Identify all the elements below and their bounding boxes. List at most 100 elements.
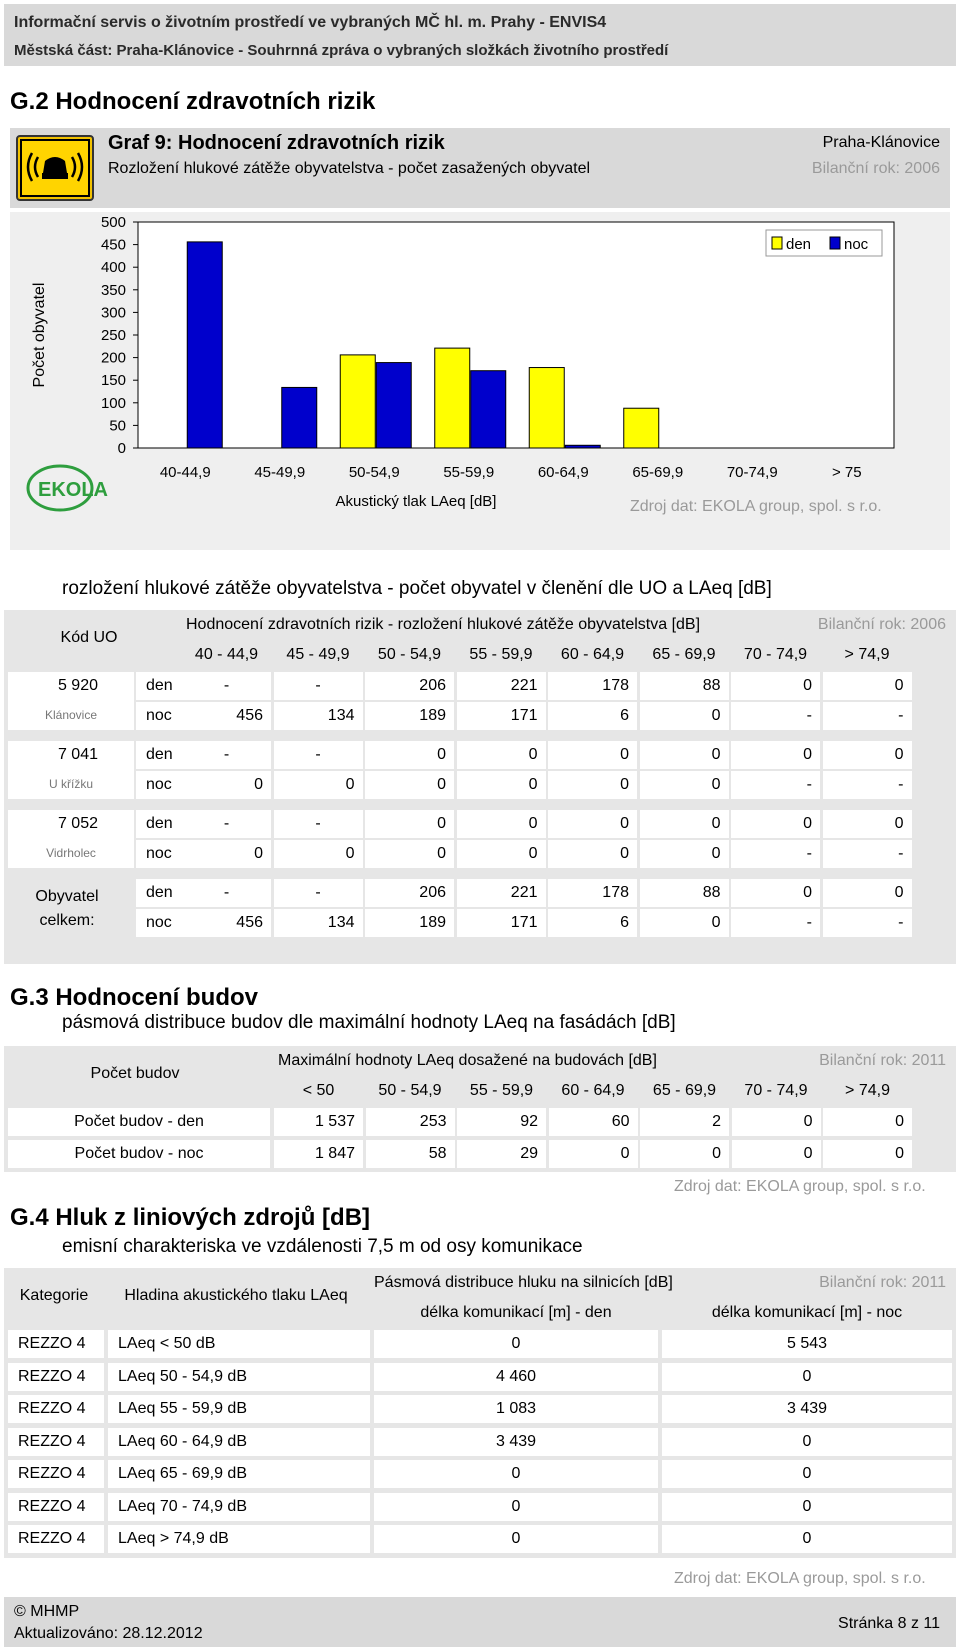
total-label: celkem: [39,912,95,929]
header-line-2: Městská část: Praha-Klánovice - Souhrnná… [14,42,669,59]
table-cell: 0 [731,672,820,700]
road-level: LAeq > 74,9 dB [108,1525,370,1553]
table1-title: Hodnocení zdravotních rizik - rozložení … [186,616,701,633]
table-cell: - [731,771,820,799]
road-length-night: 0 [662,1525,952,1553]
table-cell: - [822,771,912,799]
footer-page-number: Stránka 8 z 11 [838,1615,940,1632]
table-cell: - [822,840,912,868]
section-g4-title: G.4 Hluk z liniových zdrojů [dB] [10,1204,371,1231]
footer-updated: Aktualizováno: 28.12.2012 [14,1625,203,1642]
table-cell: 178 [548,672,637,700]
row-label-noc: noc [136,771,182,799]
legend-swatch-noc [829,236,841,250]
total-cell: 456 [182,909,271,937]
col-header: 55 - 59,9 [469,1082,534,1099]
col-header: < 50 [302,1082,335,1099]
col-header: 40 - 44,9 [194,646,259,663]
total-cell: - [273,879,363,907]
table-cell: 0 [365,840,454,868]
table-cell: 221 [456,672,546,700]
y-tick-label: 350 [101,282,126,299]
table-cell: 0 [456,810,546,838]
road-length-night: 5 543 [662,1330,952,1358]
road-level: LAeq 70 - 74,9 dB [108,1492,370,1521]
table-cell: 2 [640,1108,729,1136]
total-cell: 0 [731,879,820,907]
y-axis-label: Počet obyvatel [31,283,48,388]
uo-code: 5 920 [8,672,134,700]
col-header: 70 - 74,9 [743,646,808,663]
table-cell: 0 [456,771,546,799]
g3-source: Zdroj dat: EKOLA group, spol. s r.o. [674,1178,926,1195]
bar-noc [375,362,412,449]
row-label: Počet budov - den [8,1108,270,1136]
table-cell: 253 [365,1108,455,1136]
bar-noc [470,370,507,449]
buildings-year: Bilanční rok: 2011 [819,1052,946,1069]
col-header: 70 - 74,9 [744,1082,808,1099]
ekola-logo-icon: EKOLA [20,462,110,514]
bar-noc [186,241,223,449]
footer-copyright: © MHMP [14,1603,80,1620]
table-cell: 0 [548,1140,638,1168]
table-cell: 0 [365,810,454,838]
plot-area [137,221,895,449]
table-cell: 0 [731,810,820,838]
y-tick-label: 450 [101,237,126,254]
road-category: REZZO 4 [8,1460,104,1488]
legend-box [765,229,883,257]
total-cell: 178 [548,879,637,907]
road-level: LAeq 50 - 54,9 dB [108,1362,370,1391]
total-label: Obyvatel [35,888,99,905]
table-cell: 0 [731,1140,821,1168]
x-axis-label: Akustický tlak LAeq [dB] [336,493,497,510]
bar-noc [564,444,601,449]
total-cell: 0 [822,879,912,907]
table-cell: 29 [457,1140,546,1168]
table-cell: 1 847 [274,1140,363,1168]
road-category: REZZO 4 [8,1330,104,1358]
x-tick-label: 60-64,9 [538,464,589,481]
bar-den [339,354,376,449]
table1-year: Bilanční rok: 2006 [817,616,946,633]
total-cell: 0 [639,909,729,937]
x-tick-label: 55-59,9 [443,464,494,481]
row-label-noc: noc [136,702,182,730]
row-label-den: den [136,810,182,838]
table-cell: 0 [823,1140,912,1168]
legend-swatch-den [771,236,783,250]
road-level: LAeq 65 - 69,9 dB [108,1460,370,1488]
table-cell: - [182,741,271,769]
y-tick-label: 150 [101,372,126,389]
col-header: > 74,9 [844,646,890,663]
noise-warning-icon [16,135,94,201]
graph-header: Graf 9: Hodnocení zdravotních rizik Rozl… [10,128,950,208]
road-category: REZZO 4 [8,1395,104,1423]
table-cell: - [182,810,271,838]
table-cell: - [273,741,363,769]
section-g2-title: G.2 Hodnocení zdravotních rizik [10,88,376,115]
uo-code: 7 052 [8,810,134,838]
legend-label-den: den [786,236,811,253]
legend-label-noc: noc [844,236,869,253]
col-header: 60 - 64,9 [560,646,625,663]
table-cell: 0 [640,1140,729,1168]
district-name: Praha-Klánovice [822,134,940,151]
table-cell: 0 [182,840,271,868]
table-cell: 0 [456,840,546,868]
section-g3-title: G.3 Hodnocení budov [10,984,259,1011]
table-cell: 171 [456,702,546,730]
table-cell: 6 [548,702,637,730]
road-category: REZZO 4 [8,1492,104,1521]
road-length-day: 0 [374,1460,658,1488]
col-header: > 74,9 [845,1082,890,1099]
table-cell: - [731,702,820,730]
total-cell: 134 [273,909,363,937]
y-tick-label: 0 [118,440,126,457]
table-cell: - [731,840,820,868]
table-cell: 0 [273,771,363,799]
table-cell: 0 [182,771,271,799]
chart-area: 500 450 400 350 300 250 200 150 100 50 0 Počet obyv… [10,212,950,550]
